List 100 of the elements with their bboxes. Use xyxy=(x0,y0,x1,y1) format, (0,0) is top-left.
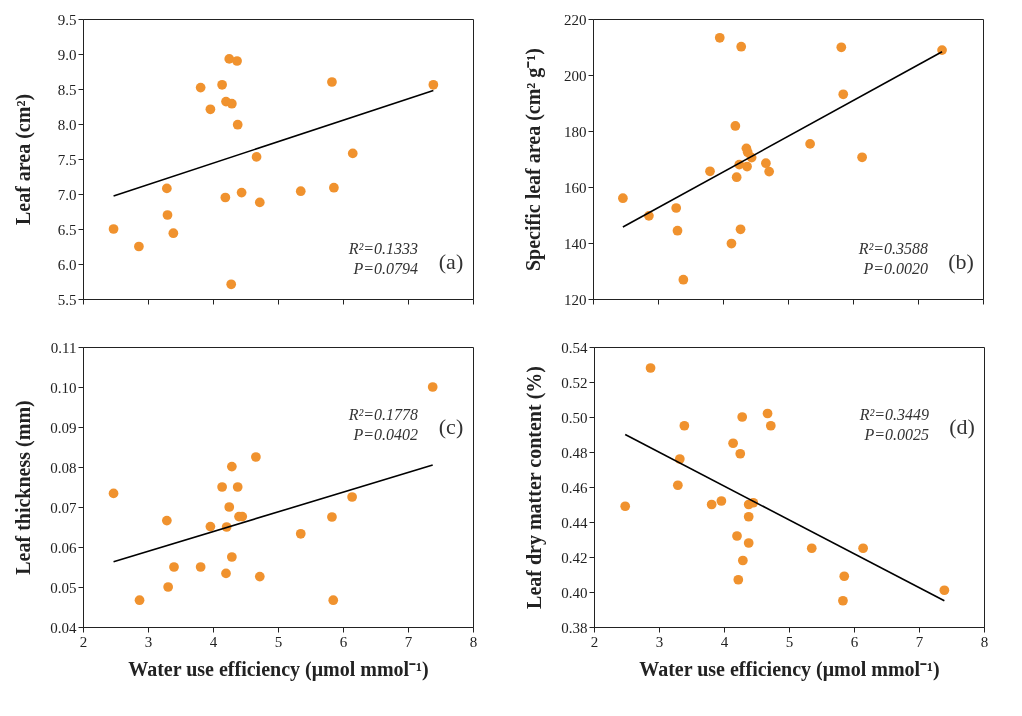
point xyxy=(195,562,206,572)
point xyxy=(134,241,144,252)
y-axis-title: Leaf area (cm²) xyxy=(11,93,35,226)
x-tick-label: 3 xyxy=(144,633,153,650)
point xyxy=(716,496,727,506)
x-tick-label: 4 xyxy=(720,633,729,650)
y-tick-label: 120 xyxy=(564,291,587,308)
y-axis-title: Leaf thickness (mm) xyxy=(11,400,35,575)
y-tick-label: 6.0 xyxy=(57,256,77,273)
point xyxy=(328,595,339,606)
point xyxy=(672,480,683,491)
point xyxy=(737,412,748,422)
point xyxy=(736,41,747,52)
point xyxy=(838,595,848,606)
point xyxy=(714,32,725,43)
point xyxy=(743,538,754,548)
x-tick-label: 2 xyxy=(79,633,88,650)
y-tick-label: 0.10 xyxy=(50,379,77,396)
point xyxy=(329,182,339,193)
x-tick-label: 6 xyxy=(339,633,348,650)
y-tick-label: 0.40 xyxy=(561,584,588,601)
x-tick-label: 3 xyxy=(655,633,664,650)
y-tick-label: 0.50 xyxy=(561,409,588,426)
point xyxy=(858,543,868,554)
point xyxy=(161,515,172,526)
point xyxy=(295,528,306,539)
point xyxy=(735,224,746,235)
point xyxy=(162,210,173,220)
point xyxy=(764,166,775,177)
annotation: (c) xyxy=(438,414,464,439)
point xyxy=(742,161,752,172)
point xyxy=(733,574,744,585)
y-tick-label: 7.5 xyxy=(57,151,77,168)
y-tick-label: 0.54 xyxy=(561,339,588,356)
point xyxy=(217,482,227,492)
y-tick-label: 8.5 xyxy=(57,81,77,98)
y-tick-label: 9.5 xyxy=(57,11,77,28)
point xyxy=(705,166,715,177)
y-tick-label: 0.09 xyxy=(50,419,77,436)
x-tick-label: 8 xyxy=(469,633,478,650)
x-tick-label: 4 xyxy=(209,633,218,650)
y-tick-label: 0.48 xyxy=(561,444,588,461)
annotation: R²=0.1778 xyxy=(347,406,418,423)
point xyxy=(347,148,358,159)
point xyxy=(108,488,119,499)
point xyxy=(134,595,145,606)
y-tick-label: 160 xyxy=(564,179,587,196)
x-tick-label: 8 xyxy=(980,633,989,650)
x-tick-label: 2 xyxy=(590,633,599,650)
x-tick-label: 7 xyxy=(404,633,413,650)
point xyxy=(726,238,737,249)
point xyxy=(645,363,656,373)
annotation: P=0.0402 xyxy=(352,426,418,443)
point xyxy=(224,502,235,512)
x-axis-title: Water use efficiency (μmol mmol⁻¹) xyxy=(639,657,940,681)
annotation: P=0.0025 xyxy=(863,426,929,443)
point xyxy=(163,582,174,592)
y-tick-label: 220 xyxy=(564,11,587,28)
point xyxy=(730,121,741,131)
y-tick-label: 200 xyxy=(564,67,587,84)
point xyxy=(195,82,206,93)
y-tick-label: 5.5 xyxy=(57,291,77,308)
y-tick-label: 0.38 xyxy=(561,619,588,636)
point xyxy=(217,79,227,90)
point xyxy=(220,192,231,203)
point xyxy=(108,224,119,234)
point xyxy=(743,511,754,522)
y-tick-label: 0.04 xyxy=(50,619,77,636)
point xyxy=(735,448,746,459)
y-tick-label: 0.08 xyxy=(50,459,77,476)
x-tick-label: 5 xyxy=(274,633,283,650)
point xyxy=(839,571,850,582)
point xyxy=(295,186,306,197)
point xyxy=(254,571,265,582)
point xyxy=(428,79,439,90)
y-axis-title: Specific leaf area (cm² g⁻¹) xyxy=(521,48,545,271)
y-tick-label: 7.0 xyxy=(57,186,77,203)
point xyxy=(737,555,748,566)
annotation: P=0.0794 xyxy=(352,260,418,277)
point xyxy=(618,193,628,204)
point xyxy=(672,225,683,236)
y-tick-label: 0.06 xyxy=(50,539,77,556)
point xyxy=(732,531,742,541)
y-tick-label: 8.0 xyxy=(57,116,77,133)
point xyxy=(728,438,738,449)
point xyxy=(347,492,357,502)
y-axis-title: Leaf dry matter content (%) xyxy=(522,366,546,609)
point xyxy=(620,501,631,512)
annotation: R²=0.3588 xyxy=(857,240,928,257)
y-tick-label: 9.0 xyxy=(57,46,77,63)
y-tick-label: 0.46 xyxy=(561,479,588,496)
y-tick-label: 0.05 xyxy=(50,579,77,596)
point xyxy=(805,139,815,149)
annotation: (a) xyxy=(438,249,464,274)
point xyxy=(671,203,682,213)
point xyxy=(706,499,717,510)
point xyxy=(221,568,231,579)
point xyxy=(226,552,237,562)
y-tick-label: 0.52 xyxy=(561,374,588,391)
point xyxy=(254,197,265,208)
